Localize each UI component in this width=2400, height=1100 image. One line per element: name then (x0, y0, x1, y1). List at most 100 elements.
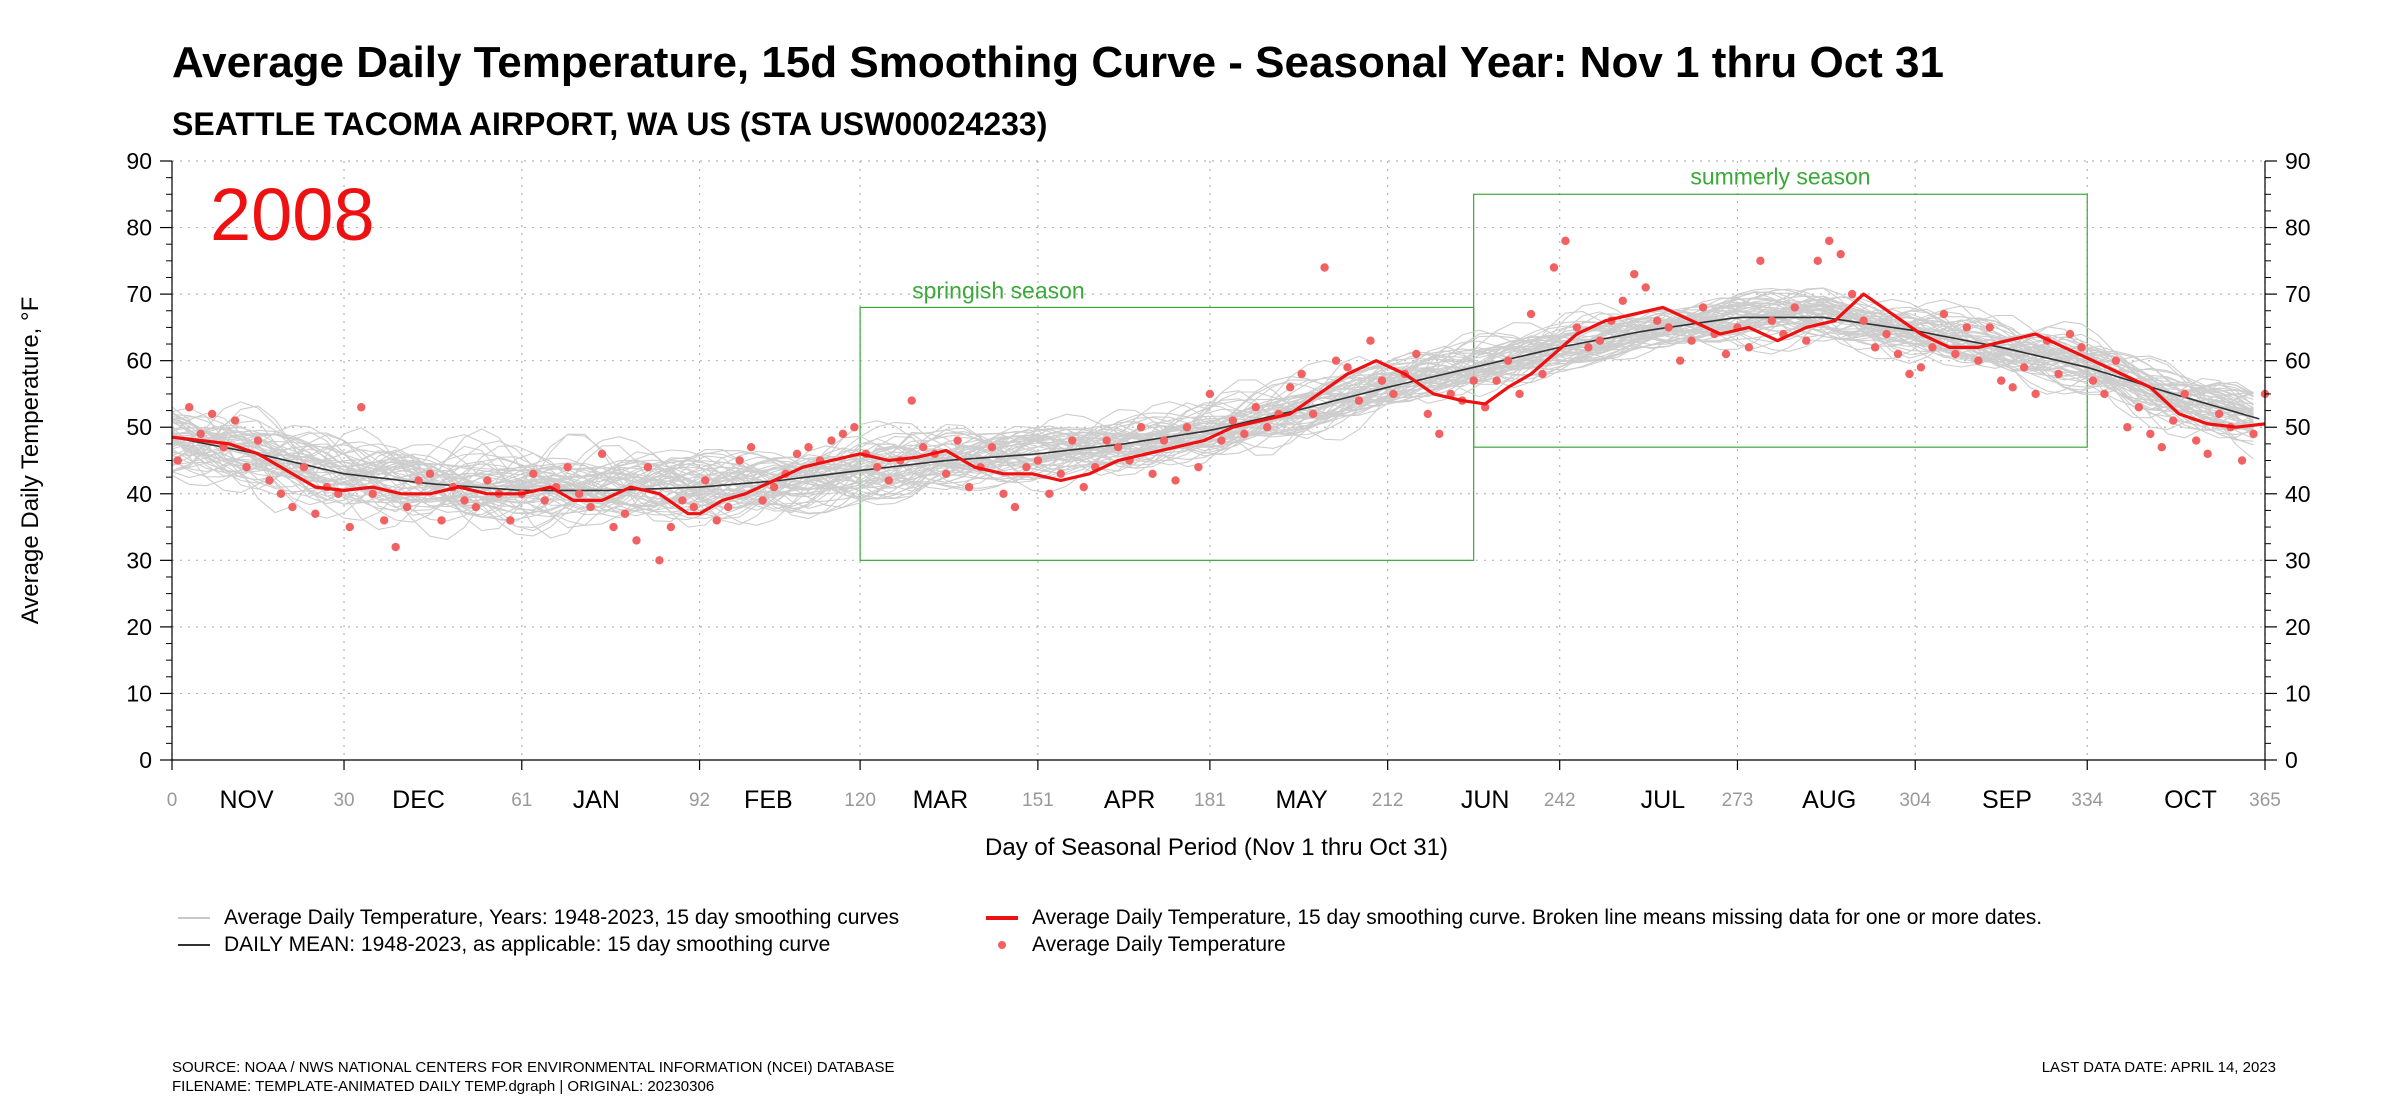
historical-curve (171, 304, 2254, 529)
daily-point (1664, 323, 1673, 332)
daily-point (1102, 436, 1111, 445)
x-day-tick-label: 0 (167, 790, 178, 811)
y-tick-label-left: 90 (126, 148, 152, 174)
daily-point (827, 436, 836, 445)
daily-point (1584, 343, 1593, 352)
daily-point (460, 496, 469, 505)
daily-point (299, 462, 309, 472)
daily-point (1813, 256, 1822, 266)
x-day-tick-label: 365 (2249, 790, 2281, 811)
daily-point (2237, 456, 2247, 465)
daily-point (1572, 323, 1582, 332)
legend-item-daily-points: Average Daily Temperature (984, 933, 1286, 957)
daily-point (2008, 383, 2017, 392)
daily-point (620, 509, 630, 518)
daily-point (1217, 436, 1226, 445)
daily-point (379, 516, 389, 525)
legend-label-historical: Average Daily Temperature, Years: 1948-2… (224, 906, 900, 929)
daily-point (724, 502, 733, 512)
daily-point (666, 522, 676, 532)
x-day-tick-label: 334 (2071, 790, 2103, 811)
daily-point (334, 489, 343, 498)
daily-point (253, 436, 263, 445)
daily-point (345, 522, 354, 532)
daily-point (1824, 236, 1834, 246)
daily-point (242, 462, 251, 472)
daily-point (265, 476, 274, 485)
y-tick-label-left: 40 (126, 481, 152, 507)
daily-point (1767, 316, 1777, 325)
daily-point (1595, 336, 1605, 345)
daily-point (689, 502, 699, 512)
daily-point (1503, 356, 1513, 365)
season-label: springish season (912, 277, 1085, 303)
daily-point (655, 556, 664, 565)
daily-point (1756, 256, 1765, 266)
daily-point (483, 476, 492, 485)
daily-point (632, 536, 641, 545)
daily-point (1228, 416, 1238, 425)
footer-filename: FILENAME: TEMPLATE-ANIMATED DAILY TEMP.d… (172, 1078, 715, 1095)
daily-point (2203, 449, 2212, 459)
daily-point (1240, 429, 1249, 439)
x-day-tick-label: 242 (1544, 790, 1576, 811)
daily-point (471, 502, 481, 512)
x-day-tick-label: 304 (1899, 790, 1931, 811)
daily-point (850, 423, 859, 432)
historical-curve (171, 296, 2254, 508)
daily-point (311, 509, 320, 518)
daily-point (1366, 336, 1375, 345)
historical-curve (171, 309, 2254, 505)
daily-point (941, 469, 951, 479)
legend-item-historical: Average Daily Temperature, Years: 1948-2… (176, 906, 899, 930)
y-tick-label-right: 10 (2285, 680, 2311, 706)
daily-point (173, 456, 182, 465)
legend-label-daily-mean: DAILY MEAN: 1948-2023, as applicable: 15… (224, 933, 831, 956)
daily-point (1194, 462, 1203, 472)
daily-point (1182, 423, 1192, 432)
y-tick-label-left: 0 (139, 747, 152, 773)
daily-point (2134, 403, 2144, 412)
daily-point (1790, 303, 1799, 312)
daily-point (425, 469, 435, 479)
x-day-tick-label: 151 (1022, 790, 1054, 811)
daily-point (2191, 436, 2201, 445)
daily-point (1297, 369, 1306, 379)
daily-point (2169, 416, 2178, 425)
daily-point (758, 496, 767, 505)
x-day-tick-label: 273 (1722, 790, 1754, 811)
daily-point (1263, 423, 1272, 432)
daily-point (1171, 476, 1180, 485)
daily-point (746, 442, 756, 452)
y-tick-label-left: 80 (126, 215, 152, 241)
legend-item-current-year: Average Daily Temperature, 15 day smooth… (984, 906, 2042, 930)
y-tick-label-right: 40 (2285, 481, 2311, 507)
daily-point (953, 436, 962, 445)
daily-point (1561, 236, 1570, 246)
daily-point (1010, 502, 1020, 512)
daily-point (1045, 489, 1054, 498)
daily-point (437, 516, 446, 525)
daily-point (643, 462, 653, 472)
historical-curve (171, 296, 2254, 537)
y-tick-label-right: 50 (2285, 414, 2311, 440)
daily-point (918, 442, 928, 452)
daily-point (2077, 343, 2086, 352)
legend-item-daily-mean: DAILY MEAN: 1948-2023, as applicable: 15… (176, 933, 830, 957)
daily-point (1859, 316, 1868, 325)
x-day-tick-label: 61 (511, 790, 532, 811)
daily-point (357, 403, 366, 412)
y-axis-label: Average Daily Temperature, °F (17, 297, 44, 625)
current-year-curve (171, 292, 2266, 516)
footer-source: SOURCE: NOAA / NWS NATIONAL CENTERS FOR … (172, 1059, 895, 1076)
daily-point (230, 416, 240, 425)
daily-point (873, 462, 882, 472)
daily-point (999, 489, 1008, 498)
daily-point (1412, 349, 1421, 359)
x-month-label: JUL (1641, 786, 1686, 814)
daily-point (1079, 482, 1088, 492)
season-label: summerly season (1690, 163, 1870, 189)
y-tick-label-left: 60 (126, 348, 152, 374)
x-day-tick-label: 30 (333, 790, 354, 811)
daily-point (1205, 389, 1215, 399)
